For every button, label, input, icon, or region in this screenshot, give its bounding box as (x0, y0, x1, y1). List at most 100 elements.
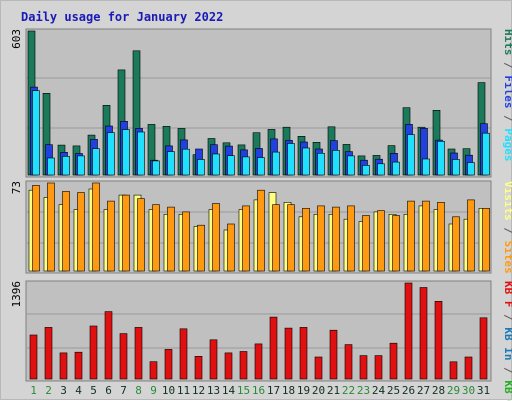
kbf-bar-6 (104, 311, 113, 380)
kbf-bar-28 (434, 300, 443, 380)
x-tick-9: 9 (150, 384, 157, 397)
sites-bar-2 (47, 182, 55, 272)
x-tick-10: 10 (162, 384, 175, 397)
kbf-bar-26 (404, 282, 413, 380)
sites-bar-15 (242, 205, 250, 272)
sites-bar-10 (167, 206, 175, 272)
kbf-bar-31 (479, 317, 488, 380)
sites-bar-7 (122, 194, 130, 272)
pages-bar-5 (92, 148, 100, 176)
kbf-bar-17 (269, 316, 278, 380)
legend-top-item-3: / (502, 109, 512, 129)
sites-bar-12 (197, 224, 205, 272)
kbf-bar-2 (44, 327, 53, 380)
sites-bar-26 (407, 200, 415, 272)
sites-bar-31 (482, 208, 490, 272)
sites-bar-11 (182, 211, 190, 272)
y-max-label-top: 603 (10, 29, 23, 49)
pages-bar-31 (482, 132, 490, 176)
pages-bar-28 (437, 141, 445, 176)
x-tick-24: 24 (372, 384, 386, 397)
sites-bar-3 (62, 191, 70, 272)
legend-bottom-item-3: / (502, 361, 512, 381)
kbf-bar-16 (254, 343, 263, 380)
kbf-bar-7 (119, 333, 128, 380)
pages-bar-2 (47, 157, 55, 176)
x-tick-2: 2 (45, 384, 52, 397)
pages-bar-30 (467, 162, 475, 176)
pages-bar-23 (362, 165, 370, 176)
pages-bar-1 (32, 90, 40, 176)
x-tick-4: 4 (75, 384, 82, 397)
kbf-bar-14 (224, 352, 233, 380)
legend-top-item-2: Files (502, 75, 512, 108)
legend-top: Hits / Files / Pages (502, 29, 512, 162)
pages-bar-4 (77, 155, 85, 176)
kbf-bar-15 (239, 351, 248, 380)
sites-bar-4 (77, 192, 85, 272)
kbf-bar-27 (419, 287, 428, 380)
x-tick-12: 12 (192, 384, 205, 397)
kbf-bar-5 (89, 325, 98, 380)
x-tick-6: 6 (105, 384, 112, 397)
sites-bar-28 (437, 202, 445, 272)
x-tick-1: 1 (30, 384, 37, 397)
sites-bar-25 (392, 215, 400, 272)
kbf-bar-29 (449, 361, 458, 380)
x-tick-15: 15 (237, 384, 250, 397)
x-tick-25: 25 (387, 384, 400, 397)
pages-bar-14 (227, 155, 235, 176)
legend-bottom-item-1: / (502, 308, 512, 328)
sites-bar-6 (107, 200, 115, 272)
pages-bar-20 (317, 153, 325, 176)
pages-bar-24 (377, 163, 385, 176)
kbf-bar-12 (194, 355, 203, 380)
sites-bar-17 (272, 204, 280, 272)
kbf-bar-11 (179, 328, 188, 380)
sites-bar-9 (152, 204, 160, 272)
x-tick-30: 30 (462, 384, 475, 397)
kbf-bar-22 (344, 344, 353, 380)
sites-bar-8 (137, 198, 145, 272)
sites-bar-27 (422, 200, 430, 272)
sites-bar-16 (257, 189, 265, 272)
pages-bar-16 (257, 157, 265, 176)
kbf-bar-4 (74, 351, 83, 380)
legend-bottom: KB F / KB In / KB Out (502, 281, 512, 401)
legend-top-item-1: / (502, 56, 512, 76)
sites-bar-13 (212, 203, 220, 272)
kbf-bar-3 (59, 352, 68, 380)
x-tick-16: 16 (252, 384, 265, 397)
kbf-bar-1 (29, 334, 38, 380)
x-tick-14: 14 (222, 384, 236, 397)
sites-bar-14 (227, 223, 235, 272)
pages-bar-29 (452, 159, 460, 176)
pages-bar-26 (407, 134, 415, 176)
legend-top-item-4: Pages (502, 128, 512, 161)
pages-bar-3 (62, 156, 70, 176)
x-tick-13: 13 (207, 384, 220, 397)
kbf-bar-18 (284, 327, 293, 380)
sites-bar-21 (332, 206, 340, 272)
x-tick-5: 5 (90, 384, 97, 397)
sites-bar-19 (302, 208, 310, 272)
pages-bar-11 (182, 148, 190, 176)
kbf-bar-19 (299, 327, 308, 380)
x-tick-7: 7 (120, 384, 127, 397)
x-tick-26: 26 (402, 384, 415, 397)
kbf-bar-30 (464, 356, 473, 380)
x-tick-8: 8 (135, 384, 142, 397)
pages-bar-6 (107, 132, 115, 176)
y-max-label-middle: 73 (10, 181, 23, 194)
legend-middle-item-2: Sites (502, 241, 512, 274)
legend-middle-item-1: / (502, 221, 512, 241)
pages-bar-19 (302, 147, 310, 176)
chart-title: Daily usage for January 2022 (21, 10, 223, 24)
sites-bar-22 (347, 205, 355, 272)
sites-bar-29 (452, 216, 460, 272)
pages-bar-22 (347, 155, 355, 176)
legend-bottom-item-4: KB Out (502, 380, 512, 401)
x-tick-19: 19 (297, 384, 310, 397)
